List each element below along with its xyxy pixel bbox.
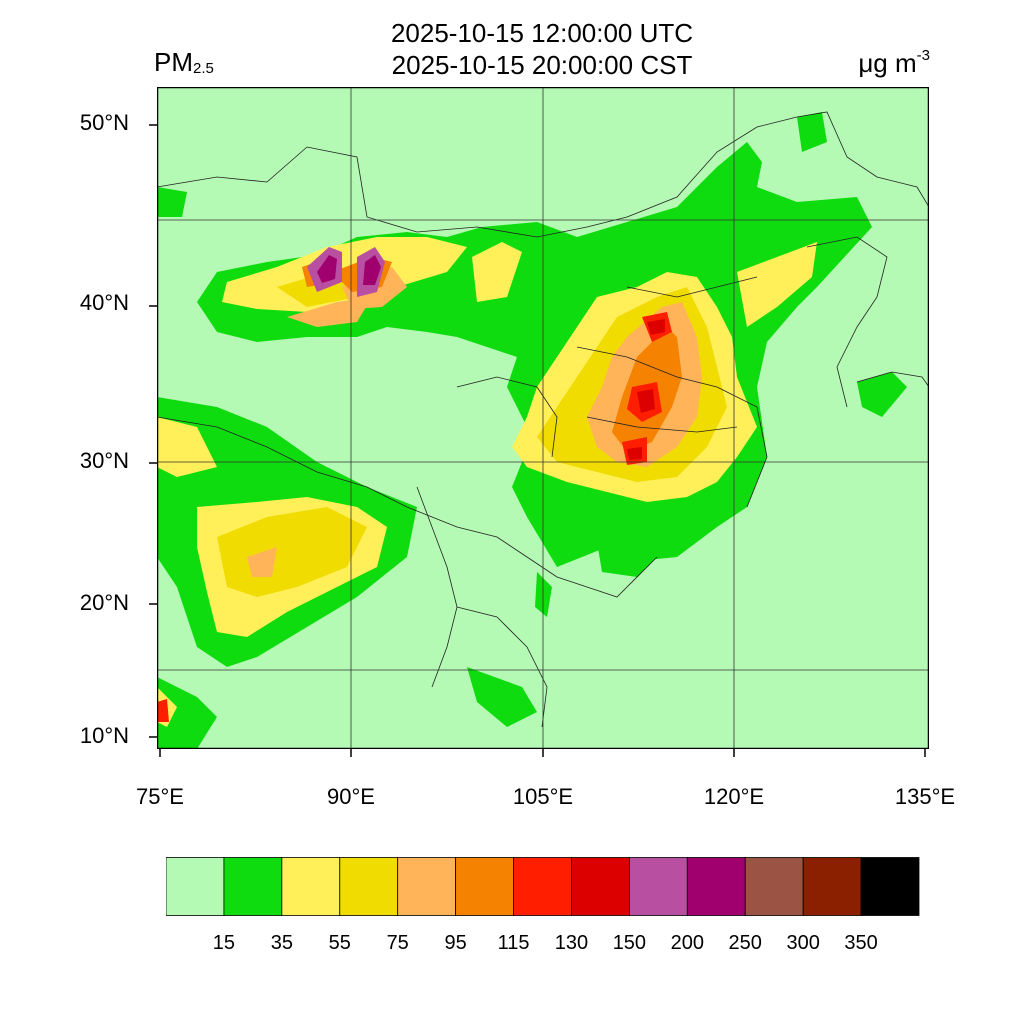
lon-tick-label-105e: 105°E [512, 784, 574, 809]
colorbar-tick-label: 250 [728, 932, 762, 954]
colorbar-swatch [802, 857, 862, 916]
lon-tick-label-75e: 75°E [136, 784, 184, 809]
colorbar-tick-label: 95 [444, 932, 467, 954]
units-name: μg m [858, 48, 917, 78]
lon-tick-label-135e: 135°E [894, 784, 956, 809]
colorbar-swatch [860, 857, 920, 916]
units-label: μg m-3 [858, 47, 930, 79]
variable-label: PM2.5 [154, 47, 214, 78]
colorbar-swatch [744, 857, 804, 916]
title-cst: 2025-10-15 20:00:00 CST [391, 50, 693, 80]
lat-tick-label-40n: 40°N [79, 290, 129, 315]
contour-band-200-250 [317, 255, 381, 285]
colorbar-swatch [628, 857, 688, 916]
lat-tick-label-30n: 30°N [79, 448, 129, 473]
axis-ticks [149, 124, 926, 757]
colorbar-tick-label: 300 [786, 932, 820, 954]
colorbar-tick-label: 115 [497, 932, 530, 954]
colorbar-tick-label: 55 [328, 932, 351, 954]
lat-tick-label-10n: 10°N [79, 723, 129, 748]
variable-name: PM [154, 47, 193, 77]
colorbar-swatch [339, 857, 399, 916]
lat-tick-label-20n: 20°N [79, 590, 129, 615]
colorbar-tick-label: 75 [386, 932, 409, 954]
colorbar-swatch [281, 857, 341, 916]
colorbar-tick-label: 15 [212, 932, 236, 954]
lon-tick-label-90e: 90°E [327, 784, 375, 809]
graticule [157, 87, 929, 749]
units-superscript: -3 [916, 47, 930, 64]
border-lines [157, 111, 929, 728]
lat-tick-label-50n: 50°N [79, 110, 129, 135]
colorbar [166, 857, 920, 916]
colorbar-swatch [571, 857, 630, 916]
colorbar-swatch [455, 857, 514, 916]
lon-tick-label-120e: 120°E [703, 784, 765, 809]
colorbar-swatch [223, 857, 283, 916]
colorbar-swatch [513, 857, 572, 916]
colorbar-swatch [686, 857, 746, 916]
variable-subscript: 2.5 [193, 60, 214, 77]
colorbar-tick-label: 130 [554, 932, 589, 954]
colorbar-tick-label: 350 [844, 932, 878, 954]
pm25-map [157, 87, 929, 749]
colorbar-swatch [397, 857, 457, 916]
title-utc: 2025-10-15 12:00:00 UTC [390, 18, 694, 48]
colorbar-tick-label: 35 [270, 932, 293, 954]
colorbar-swatch [166, 857, 225, 916]
map-frame [157, 87, 929, 749]
colorbar-tick-label: 200 [670, 932, 704, 954]
contour-band-130-150 [627, 319, 665, 460]
colorbar-tick-label: 150 [612, 932, 647, 954]
